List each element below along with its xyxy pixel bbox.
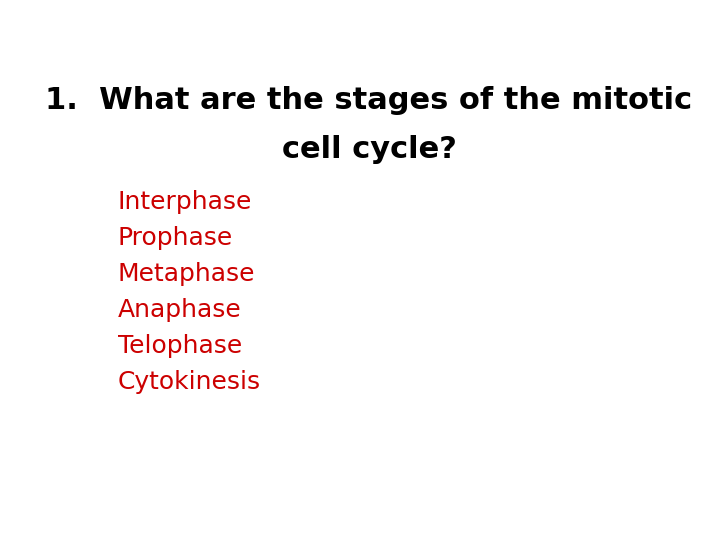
Text: Cytokinesis: Cytokinesis [118,370,261,394]
Text: Anaphase: Anaphase [118,298,242,322]
Text: Telophase: Telophase [118,334,242,358]
Text: cell cycle?: cell cycle? [282,136,456,165]
Text: Metaphase: Metaphase [118,262,256,286]
Text: Interphase: Interphase [118,190,252,213]
Text: Prophase: Prophase [118,226,233,249]
Text: 1.  What are the stages of the mitotic: 1. What are the stages of the mitotic [45,85,693,114]
